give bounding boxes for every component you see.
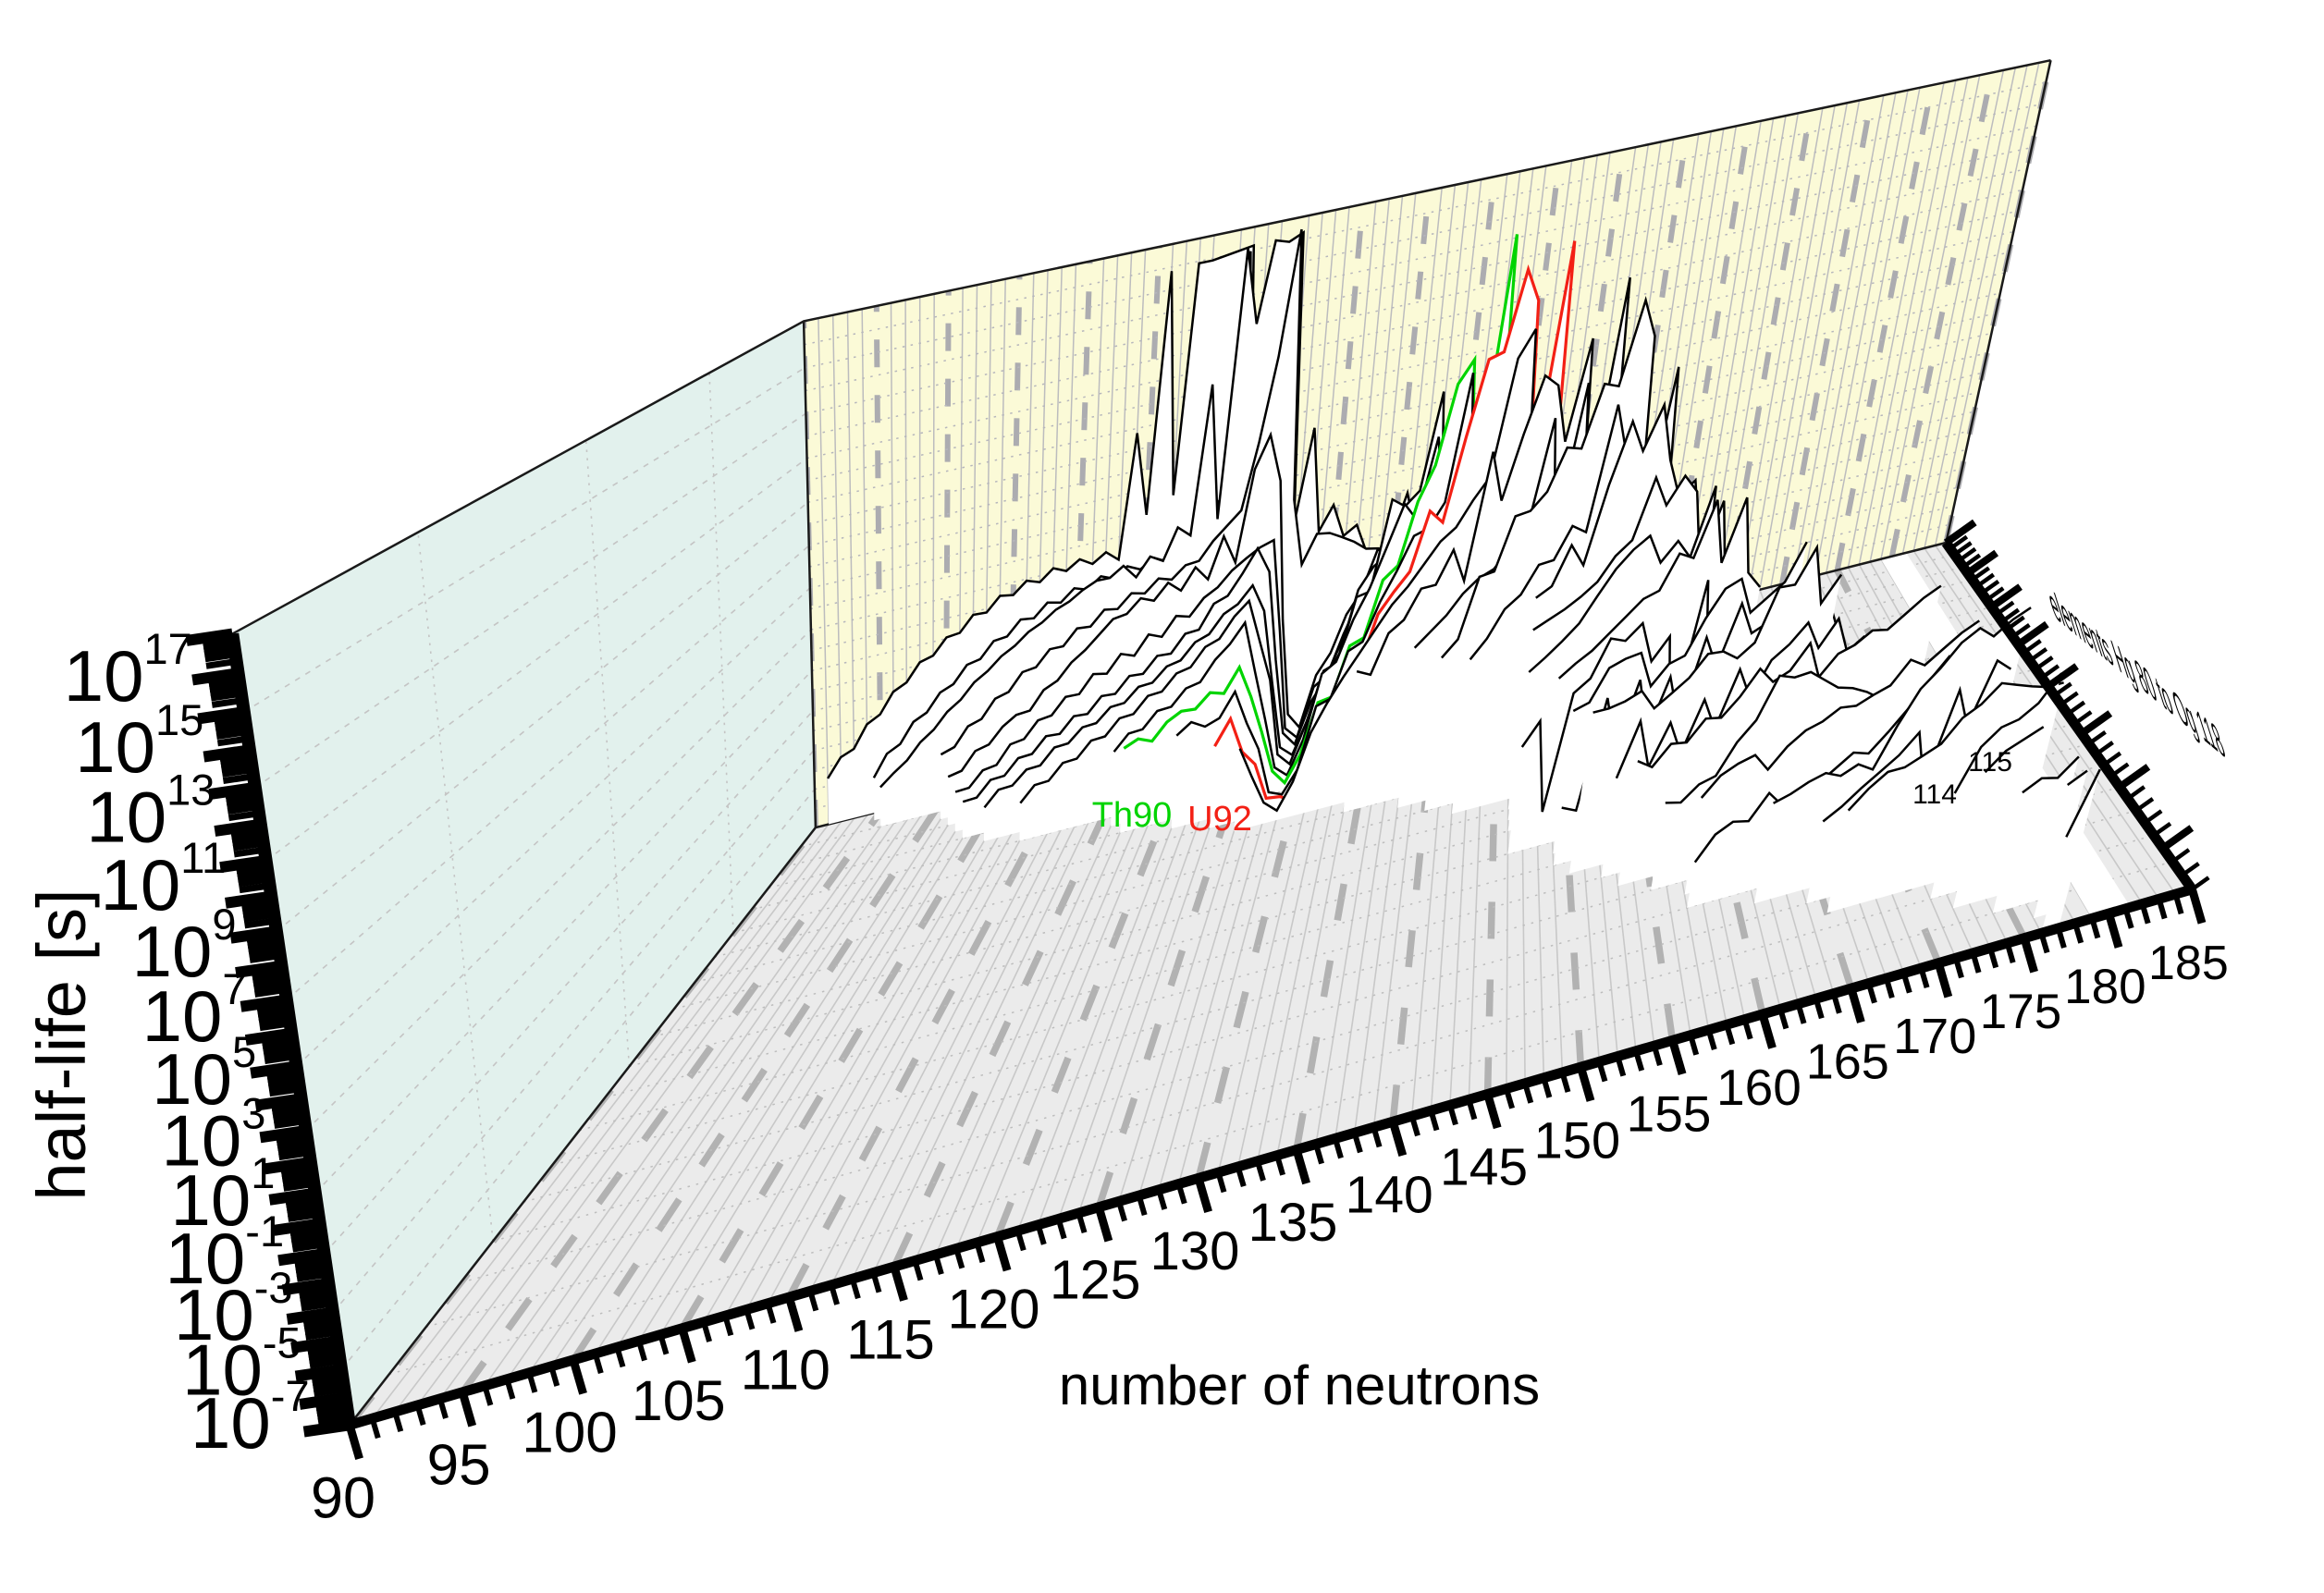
svg-text:number of neutrons: number of neutrons [1059, 1354, 1540, 1416]
svg-text:125: 125 [1050, 1250, 1140, 1311]
svg-text:90: 90 [311, 1465, 375, 1530]
svg-text:1015: 1015 [75, 695, 203, 788]
svg-text:100: 100 [522, 1402, 617, 1465]
svg-text:180: 180 [2064, 960, 2146, 1014]
svg-text:114: 114 [1912, 779, 1957, 810]
svg-text:half-life [s]: half-life [s] [23, 888, 100, 1200]
svg-text:155: 155 [1627, 1084, 1712, 1142]
svg-text:120: 120 [947, 1279, 1039, 1341]
svg-text:160: 160 [1716, 1059, 1801, 1116]
svg-text:101: 101 [170, 1148, 275, 1241]
svg-text:150: 150 [1534, 1110, 1620, 1169]
svg-text:175: 175 [1980, 985, 2061, 1039]
svg-text:115: 115 [846, 1308, 935, 1370]
svg-text:U92: U92 [1187, 800, 1252, 839]
svg-text:185: 185 [2148, 937, 2229, 990]
svg-text:170: 170 [1893, 1009, 1976, 1064]
svg-text:140: 140 [1346, 1166, 1433, 1225]
svg-text:Th90: Th90 [1092, 796, 1173, 835]
svg-text:95: 95 [427, 1434, 491, 1498]
svg-text:145: 145 [1440, 1138, 1528, 1197]
svg-text:130: 130 [1150, 1221, 1240, 1281]
svg-text:105: 105 [632, 1369, 726, 1432]
svg-text:165: 165 [1806, 1035, 1889, 1090]
svg-text:135: 135 [1248, 1193, 1338, 1253]
svg-text:110: 110 [741, 1339, 830, 1402]
svg-text:115: 115 [1968, 747, 2012, 778]
